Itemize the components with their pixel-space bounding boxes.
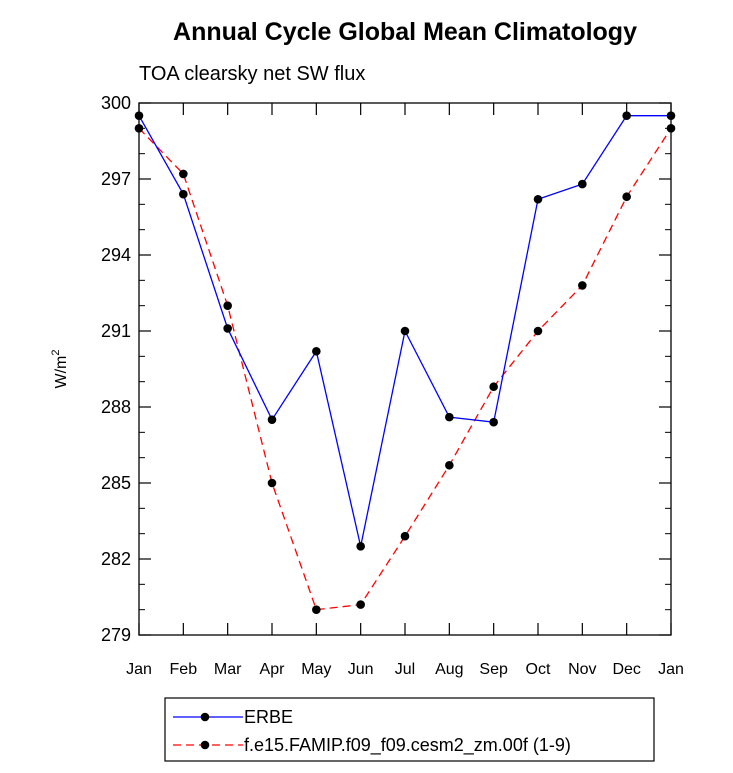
data-point [400,326,410,336]
y-axis-title: W/m2 [50,350,70,389]
data-point [445,412,454,422]
x-tick-label: Nov [568,661,596,678]
x-tick-label: Sep [479,661,508,678]
data-point [134,124,144,133]
y-axis-title-unit: W/m [53,356,70,389]
data-point [179,189,188,199]
legend-box [164,697,655,762]
data-point [533,194,543,204]
y-tick-label: 300 [101,93,131,113]
x-tick-label: Jun [348,661,374,678]
legend-label: f.e15.FAMIP.f09_f09.cesm2_zm.00f (1-9) [244,735,571,756]
y-tick-label: 279 [101,625,131,645]
data-point [533,326,543,336]
x-tick-label: Feb [170,661,198,678]
data-point [489,417,498,427]
legend: ERBE f.e15.FAMIP.f09_f09.cesm2_zm.00f (1-… [164,697,655,762]
data-point [312,346,321,356]
y-tick-label: 282 [101,549,131,569]
data-point [445,460,454,470]
data-point [489,382,498,392]
data-point [356,542,365,551]
data-point [267,415,277,424]
data-point [223,324,232,333]
x-tick-label: Jan [658,661,684,678]
data-point [179,169,188,179]
y-tick-label: 288 [101,397,131,417]
data-point [223,301,232,310]
y-tick-label: 297 [101,169,131,189]
data-point [666,111,676,120]
data-point [622,111,631,120]
x-tick-label: Aug [435,661,463,678]
plot-frame [138,102,672,636]
x-tick-label: Dec [612,661,640,678]
x-tick-label: Oct [526,661,551,678]
data-point [578,281,587,290]
data-point [312,605,321,614]
data-point [267,478,277,488]
y-tick-label: 291 [101,321,131,341]
data-point [622,192,631,202]
x-tick-label: Jan [126,661,152,678]
y-tick-label: 285 [101,473,131,493]
chart-title: Annual Cycle Global Mean Climatology [173,18,637,46]
legend-swatch-marker [200,712,210,722]
axis-ticks: 279 282 285 288 291 294 297 300 Jan Feb Mar Apr May J… [101,93,684,678]
y-axis-title-superscript: 2 [50,350,62,356]
y-tick-label: 294 [101,245,131,265]
data-point [356,600,365,609]
data-point [134,111,144,120]
data-point [400,531,410,541]
x-tick-label: Mar [214,661,242,678]
data-point [666,124,676,133]
data-point [578,179,587,189]
x-tick-label: Jul [395,661,415,678]
x-tick-label: May [301,661,331,678]
legend-swatch-marker [200,740,210,750]
series-layer [134,111,676,614]
chart-subtitle: TOA clearsky net SW flux [139,63,365,85]
x-tick-label: Apr [260,661,286,678]
legend-label: ERBE [244,707,293,727]
